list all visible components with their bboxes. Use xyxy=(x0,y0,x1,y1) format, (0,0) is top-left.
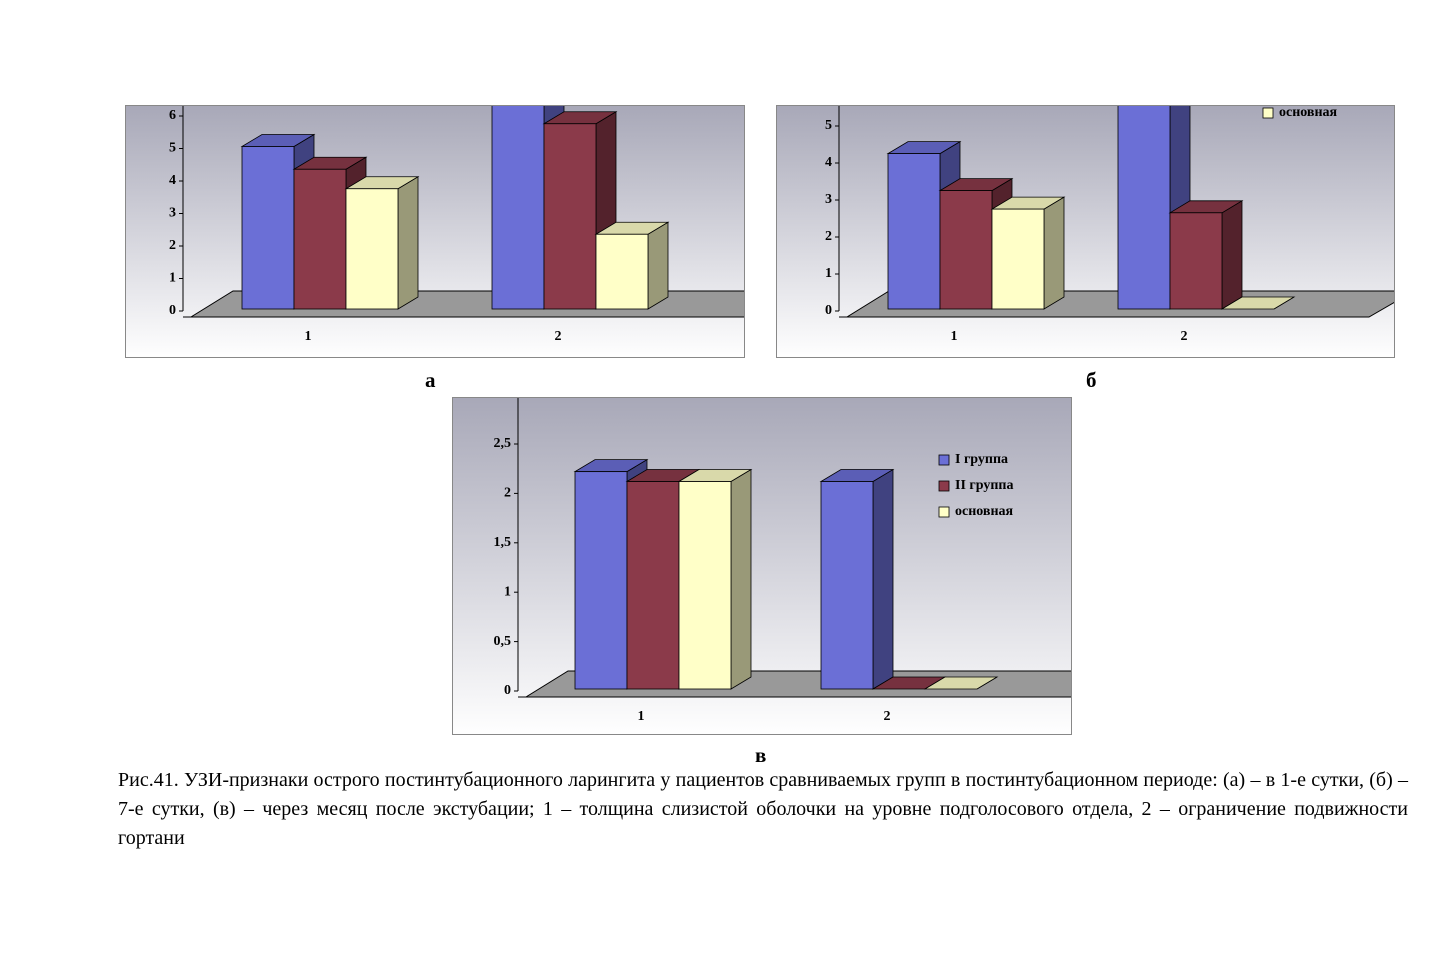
bar xyxy=(887,153,941,310)
bar xyxy=(1169,212,1223,310)
bar xyxy=(595,233,649,310)
bar-top-shade xyxy=(940,178,1012,191)
bar-top-shade xyxy=(1222,297,1294,309)
bar-top-shade xyxy=(575,459,647,472)
y-tick-label: 5 xyxy=(169,141,176,156)
bar xyxy=(491,106,545,310)
x-tick-label: 2 xyxy=(555,329,562,344)
bar-top-shade xyxy=(873,677,945,689)
legend-label: основная xyxy=(955,504,1014,519)
bar-top-shade xyxy=(679,469,751,482)
bar-top-shade xyxy=(992,197,1064,210)
y-tick-label: 1,5 xyxy=(494,535,512,550)
y-tick-label: 4 xyxy=(825,155,832,170)
bar xyxy=(345,188,399,310)
bar-top-shade xyxy=(346,176,418,189)
chart: 0 1 2 3 4 5 6 1 2 xyxy=(125,105,745,358)
y-tick-label: 2,5 xyxy=(494,436,512,451)
bar-top-shade xyxy=(627,469,699,482)
bar-top-shade xyxy=(544,111,616,124)
bar-top-shade xyxy=(242,134,314,147)
bar-side-shade xyxy=(1222,200,1242,309)
x-tick-label: 1 xyxy=(305,329,312,344)
bar-top-shade xyxy=(1170,200,1242,213)
bar xyxy=(626,481,680,690)
bar xyxy=(991,208,1045,310)
legend-swatch xyxy=(938,506,950,518)
y-tick-label: 2 xyxy=(169,238,176,253)
legend-label: I группа xyxy=(955,452,1008,467)
bar xyxy=(820,481,874,690)
legend-label: II группа xyxy=(955,478,1014,493)
y-tick-label: 1 xyxy=(504,584,511,599)
x-tick-label: 2 xyxy=(1181,329,1188,344)
chart: 0 0,5 1 1,5 2 2,5 1 2 I группа II группа основная xyxy=(452,397,1072,735)
x-tick-label: 2 xyxy=(884,709,891,724)
bar xyxy=(543,123,597,310)
bar-side-shade xyxy=(1044,197,1064,309)
y-tick-label: 0 xyxy=(504,683,511,698)
subfigure-label: а xyxy=(425,368,436,392)
bar xyxy=(574,471,628,690)
y-tick-label: 6 xyxy=(169,108,176,123)
y-tick-label: 0 xyxy=(169,303,176,318)
legend-swatch xyxy=(938,480,950,492)
plot-background xyxy=(777,106,1394,357)
bar-side-shade xyxy=(398,176,418,309)
subfigure-label: в xyxy=(755,743,767,767)
bar-top-shade xyxy=(821,469,893,482)
bar xyxy=(1117,106,1171,310)
bar-top xyxy=(1220,296,1296,310)
bar-top-shade xyxy=(888,141,960,154)
legend-label: основная xyxy=(1279,105,1338,120)
bar xyxy=(939,190,993,310)
x-tick-label: 1 xyxy=(638,709,645,724)
y-tick-label: 1 xyxy=(825,266,832,281)
bar-side-shade xyxy=(648,222,668,309)
y-tick-label: 0 xyxy=(825,303,832,318)
bar-side-shade xyxy=(873,469,893,689)
bar-top xyxy=(923,676,999,690)
bar-side-shade xyxy=(731,469,751,689)
y-tick-label: 1 xyxy=(169,271,176,286)
legend-swatch xyxy=(938,454,950,466)
bar-top-shade xyxy=(925,677,997,689)
subfigure-label: б xyxy=(1086,368,1097,392)
bar xyxy=(678,481,732,690)
y-tick-label: 2 xyxy=(504,486,511,501)
y-tick-label: 5 xyxy=(825,118,832,133)
bar xyxy=(241,146,295,310)
y-tick-label: 4 xyxy=(169,173,176,188)
caption: Рис.41. УЗИ-признаки острого постинтубац… xyxy=(118,769,1408,849)
y-tick-label: 0,5 xyxy=(494,634,512,649)
y-tick-label: 2 xyxy=(825,229,832,244)
bar xyxy=(293,168,347,310)
y-tick-label: 3 xyxy=(825,192,832,207)
y-tick-label: 3 xyxy=(169,206,176,221)
x-tick-label: 1 xyxy=(951,329,958,344)
bar-top-shade xyxy=(294,157,366,170)
legend-swatch xyxy=(1262,107,1274,119)
bar-top-shade xyxy=(596,222,668,235)
